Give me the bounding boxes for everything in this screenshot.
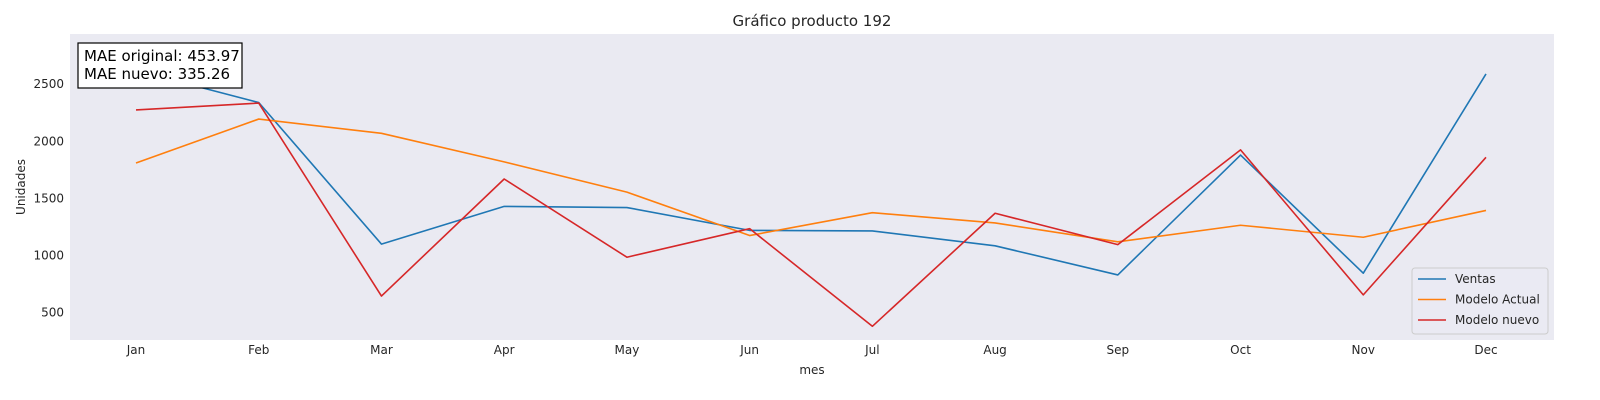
legend: Ventas Modelo Actual Modelo nuevo <box>1411 267 1549 335</box>
y-tick-label-2500: 2500 <box>33 77 64 91</box>
chart-title: Gráfico producto 192 <box>733 12 892 30</box>
x-tick-label-may: May <box>615 343 640 357</box>
y-tick-label-2000: 2000 <box>33 134 64 148</box>
x-tick-label-jun: Jun <box>739 343 759 357</box>
legend-label-modelo-actual: Modelo Actual <box>1455 293 1540 307</box>
y-axis-label: Unidades <box>14 159 28 215</box>
x-tick-label-sep: Sep <box>1107 343 1130 357</box>
legend-box <box>1411 267 1549 335</box>
x-tick-label-jul: Jul <box>864 343 879 357</box>
series-layer <box>135 69 1487 328</box>
plot-area <box>70 34 1554 340</box>
x-tick-label-feb: Feb <box>248 343 269 357</box>
x-axis-label: mes <box>799 363 824 377</box>
y-tick-label-1500: 1500 <box>33 191 64 205</box>
series-line-modelo-nuevo <box>135 102 1487 328</box>
y-tick-labels: 500 1000 1500 2000 2500 <box>33 77 64 319</box>
x-tick-label-apr: Apr <box>494 343 515 357</box>
y-tick-label-1000: 1000 <box>33 249 64 263</box>
x-tick-label-dec: Dec <box>1474 343 1497 357</box>
series-line-modelo-actual <box>135 118 1487 243</box>
mae-annotation: MAE original: 453.97 MAE nuevo: 335.26 <box>77 42 243 89</box>
mae-new-text: MAE nuevo: 335.26 <box>84 65 230 83</box>
x-tick-label-nov: Nov <box>1352 343 1375 357</box>
x-tick-label-jan: Jan <box>126 343 146 357</box>
x-tick-labels: Jan Feb Mar Apr May Jun Jul Aug Sep Oct Nov Dec <box>126 343 1498 357</box>
mae-annotation-box <box>77 42 243 89</box>
x-tick-label-aug: Aug <box>983 343 1006 357</box>
x-tick-label-oct: Oct <box>1230 343 1251 357</box>
legend-label-ventas: Ventas <box>1455 272 1496 286</box>
legend-label-modelo-nuevo: Modelo nuevo <box>1455 313 1539 327</box>
y-tick-label-500: 500 <box>41 306 64 320</box>
x-tick-label-mar: Mar <box>370 343 393 357</box>
mae-original-text: MAE original: 453.97 <box>84 47 240 65</box>
